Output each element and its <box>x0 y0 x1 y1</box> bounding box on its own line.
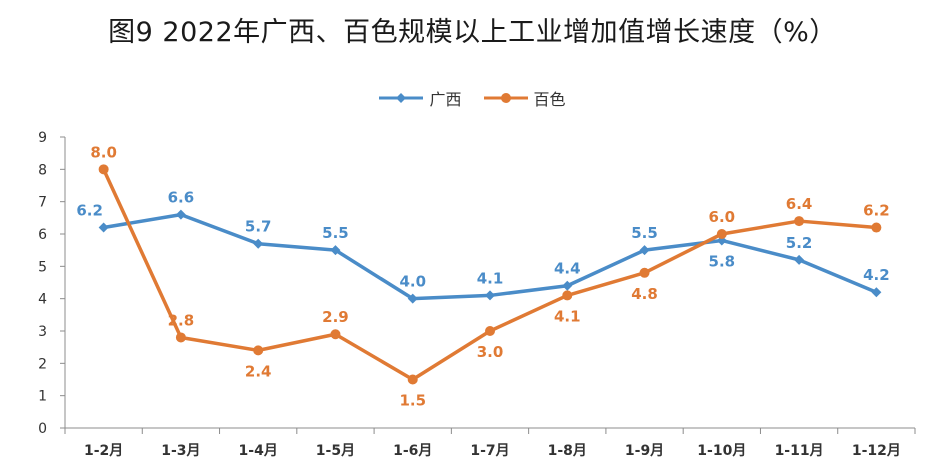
data-point-baise <box>175 332 186 343</box>
data-point-guangxi <box>407 293 418 304</box>
legend-item-guangxi: 广西 <box>379 86 462 110</box>
data-label-baise: 4.8 <box>631 285 658 303</box>
data-label-guangxi: 6.2 <box>76 202 103 220</box>
data-label-guangxi: 5.8 <box>709 252 736 270</box>
y-tick-label: 7 <box>38 195 47 211</box>
data-label-baise: 3.0 <box>477 343 504 361</box>
legend-label-baise: 百色 <box>533 90 566 109</box>
y-tick-label: 4 <box>38 292 47 308</box>
x-tick-label: 1-12月 <box>852 443 901 459</box>
data-point-baise <box>639 267 650 278</box>
data-point-baise <box>407 374 418 385</box>
x-tick-label: 1-5月 <box>316 443 355 459</box>
y-tick-label: 9 <box>38 130 47 146</box>
data-label-guangxi: 4.1 <box>477 269 504 287</box>
chart-title: 图9 2022年广西、百色规模以上工业增加值增长速度（%） <box>108 17 837 48</box>
y-tick-label: 1 <box>38 389 47 405</box>
data-point-guangxi <box>794 254 805 265</box>
legend-swatch-baise <box>483 93 528 103</box>
x-tick-label: 1-10月 <box>697 443 746 459</box>
data-point-guangxi <box>253 238 264 249</box>
data-label-guangxi: 4.2 <box>863 266 890 284</box>
data-label-baise: 8.0 <box>90 143 117 161</box>
x-tick-label: 1-11月 <box>775 443 824 459</box>
legend-swatch-guangxi <box>379 93 424 103</box>
y-tick-label: 3 <box>38 324 47 340</box>
data-point-baise <box>716 229 727 239</box>
data-point-baise <box>871 222 882 233</box>
data-label-baise: 4.1 <box>554 307 581 325</box>
data-label-guangxi: 5.7 <box>245 218 272 236</box>
data-point-guangxi <box>562 280 573 291</box>
x-tick-label: 1-2月 <box>84 443 123 459</box>
data-label-baise: 2.8 <box>168 311 195 329</box>
data-point-guangxi <box>330 245 341 256</box>
data-point-baise <box>794 216 805 227</box>
data-label-baise: 2.4 <box>245 362 272 380</box>
y-tick-label: 0 <box>38 421 47 437</box>
data-point-guangxi <box>175 209 186 220</box>
data-point-baise <box>253 345 264 356</box>
data-point-guangxi <box>98 222 109 233</box>
data-point-baise <box>98 164 109 175</box>
data-label-baise: 6.2 <box>863 202 890 220</box>
data-point-baise <box>330 329 341 340</box>
legend-label-guangxi: 广西 <box>429 90 462 109</box>
data-label-guangxi: 5.5 <box>631 224 658 242</box>
data-point-guangxi <box>871 287 882 298</box>
x-tick-label: 1-6月 <box>393 443 432 459</box>
data-label-guangxi: 5.2 <box>786 234 813 252</box>
data-point-baise <box>485 326 495 336</box>
y-tick-label: 2 <box>38 356 47 372</box>
legend: 广西 百色 <box>0 86 945 110</box>
data-point-guangxi <box>639 245 650 256</box>
y-tick-label: 8 <box>38 162 47 178</box>
legend-item-baise: 百色 <box>483 86 566 110</box>
data-point-baise <box>562 290 573 301</box>
data-label-guangxi: 4.4 <box>554 260 581 278</box>
data-point-guangxi <box>485 290 495 301</box>
x-tick-label: 1-9月 <box>625 443 664 459</box>
data-label-guangxi: 4.0 <box>399 273 426 291</box>
x-tick-label: 1-4月 <box>239 443 278 459</box>
data-label-baise: 2.9 <box>322 308 349 326</box>
data-label-baise: 6.4 <box>786 195 813 213</box>
data-label-guangxi: 5.5 <box>322 224 349 242</box>
data-label-guangxi: 6.6 <box>168 189 195 207</box>
data-label-baise: 6.0 <box>709 208 736 226</box>
y-tick-label: 6 <box>38 227 47 243</box>
x-tick-label: 1-3月 <box>161 443 200 459</box>
x-tick-label: 1-7月 <box>470 443 509 459</box>
x-tick-label: 1-8月 <box>548 443 587 459</box>
data-label-baise: 1.5 <box>399 392 426 410</box>
y-tick-label: 5 <box>38 259 47 275</box>
